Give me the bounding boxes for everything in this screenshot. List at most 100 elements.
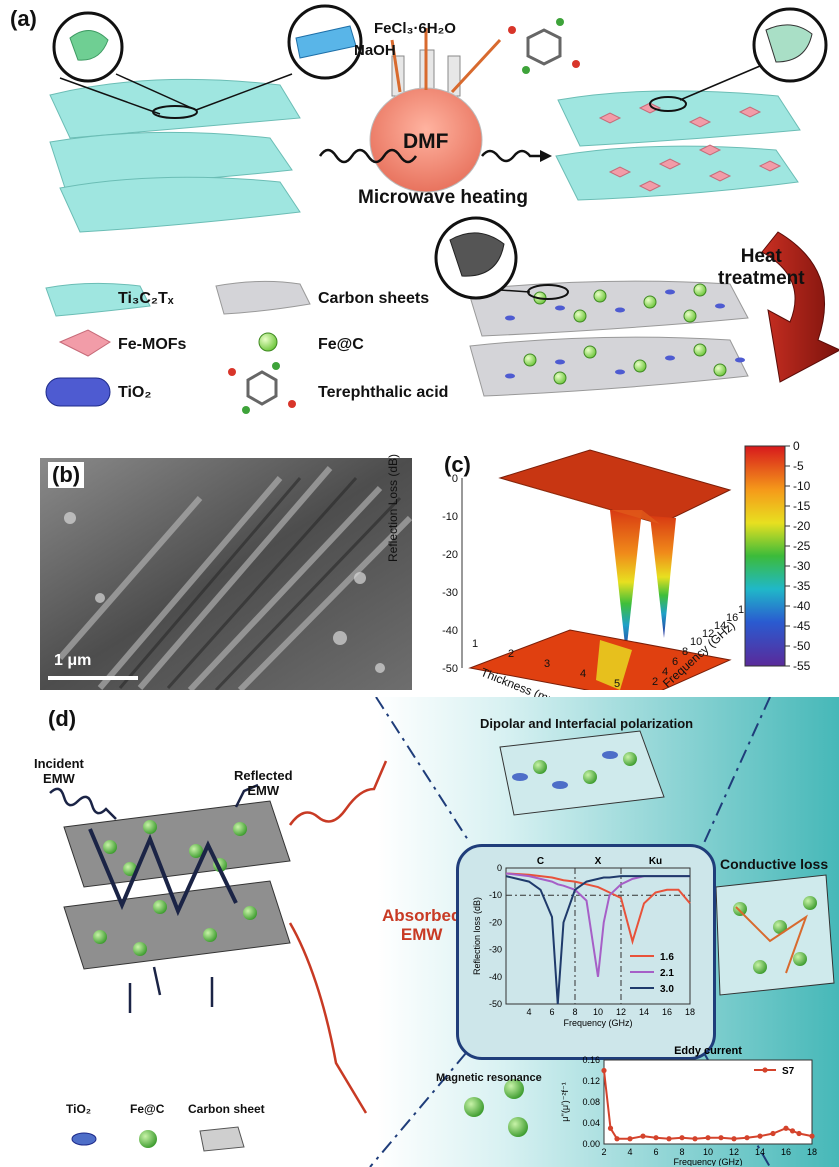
z-axis-ticks: 0 -10 -20 -30 -40 -50 xyxy=(442,473,458,675)
heat-treatment-label: Heat treatment xyxy=(718,246,805,290)
terephthalic-molecule-top xyxy=(508,18,580,74)
plot-area xyxy=(603,1059,813,1145)
x-tick-label: 4 xyxy=(526,1007,531,1017)
x-tick-label: 14 xyxy=(755,1147,765,1157)
femof-sheets xyxy=(555,7,828,201)
legend-label: S7 xyxy=(782,1066,795,1077)
x-tick-label: 2 xyxy=(601,1147,606,1157)
heat-treatment-arrow xyxy=(761,231,839,383)
z-tick: -30 xyxy=(442,587,458,599)
x-tick-label: 6 xyxy=(549,1007,554,1017)
x-tick-label: 14 xyxy=(639,1007,649,1017)
x-tick-label: 16 xyxy=(781,1147,791,1157)
colorbar-tick-label: -5 xyxy=(793,459,804,473)
zoom-bubble-left xyxy=(52,11,198,119)
colorbar-tick-label: 0 xyxy=(793,440,800,453)
colorbar-tick-label: -25 xyxy=(793,539,811,553)
emw-waves xyxy=(49,783,259,1013)
legend-ti3c2tx: Ti₃C₂Tₓ xyxy=(118,290,174,307)
y-tick: 8 xyxy=(682,646,689,658)
data-point xyxy=(692,1136,698,1142)
absorbed-arrows xyxy=(288,760,388,1114)
y-tick: 6 xyxy=(672,656,679,668)
legend-terephthalic-acid: Terephthalic acid xyxy=(318,384,449,401)
x-tick-label: 12 xyxy=(729,1147,739,1157)
data-point xyxy=(666,1136,672,1142)
colorbar-tick-label: -40 xyxy=(793,599,811,613)
heat-label-line1: Heat xyxy=(740,246,782,267)
y-tick: 2 xyxy=(652,676,659,688)
x-tick-label: 10 xyxy=(593,1007,603,1017)
y-tick-label: -50 xyxy=(489,999,502,1009)
series-line-1.6 xyxy=(505,872,691,946)
colorbar-tick-label: -15 xyxy=(793,499,811,513)
z-tick: -10 xyxy=(442,511,458,523)
band-label: Ku xyxy=(649,856,662,867)
panel-c-label: (c) xyxy=(444,452,471,477)
y-tick: 12 xyxy=(702,628,715,640)
polarization-network xyxy=(499,730,665,816)
legend-label: 3.0 xyxy=(660,984,674,995)
absorbed-line1: Absorbed xyxy=(382,906,462,925)
data-point xyxy=(796,1130,802,1137)
data-point xyxy=(607,1125,614,1131)
series-line-3.0 xyxy=(505,875,690,1005)
x-tick-label: 8 xyxy=(679,1147,684,1157)
rl-chart-frame xyxy=(456,844,716,1060)
incident-emw-label: Incident EMW xyxy=(34,756,84,786)
x-tick-label: 6 xyxy=(653,1147,658,1157)
legend-glyphs xyxy=(45,280,311,414)
x-tick: 3 xyxy=(544,658,551,670)
legend-d-tio2: TiO₂ xyxy=(66,1102,92,1116)
colorbar-tick-label: -35 xyxy=(793,579,811,593)
plot-area xyxy=(505,867,691,1005)
y-tick: 14 xyxy=(714,620,727,632)
y-tick-label: 0.08 xyxy=(582,1097,600,1107)
legend-carbon-sheets: Carbon sheets xyxy=(318,290,430,307)
panel-a-illustration xyxy=(45,4,839,414)
x-tick: 4 xyxy=(580,668,587,680)
data-point xyxy=(783,1125,789,1131)
legend-femofs: Fe-MOFs xyxy=(118,336,187,353)
reflected-emw-label: Reflected EMW xyxy=(234,768,293,798)
colorbar-tick-label: -30 xyxy=(793,559,811,573)
y-tick-label: 0.16 xyxy=(582,1055,600,1065)
scale-bar xyxy=(48,676,138,680)
microwave-wave xyxy=(318,148,552,164)
y-axis-label: μ''(μ')⁻²f⁻¹ xyxy=(560,1082,570,1122)
data-point xyxy=(705,1135,711,1141)
colorbar-tick-label: -20 xyxy=(793,519,811,533)
z-tick: -40 xyxy=(442,625,458,637)
colorbar: 0 -5 -10 -15 -20 -25 -30 -35 -40 -45 -50 -55 xyxy=(744,440,811,673)
microwave-heating-label: Microwave heating xyxy=(358,187,528,208)
reaction-flask xyxy=(369,28,502,193)
legend-d-fec: Fe@C xyxy=(130,1102,165,1116)
y-tick: 4 xyxy=(662,666,669,678)
y-axis-label: Reflection loss (dB) xyxy=(472,897,482,975)
magnetic-resonance-label: Magnetic resonance xyxy=(436,1072,542,1084)
x-tick: 2 xyxy=(508,648,515,660)
data-point xyxy=(789,1128,796,1134)
x-tick-label: 12 xyxy=(616,1007,626,1017)
rl-3d-surface: 0 -10 -20 -30 -40 -50 xyxy=(442,449,732,690)
y-tick: 10 xyxy=(690,636,703,648)
z-tick: -50 xyxy=(442,663,458,675)
legend-label: 1.6 xyxy=(660,952,674,963)
magnetic-resonance-balls xyxy=(464,1079,528,1137)
data-point xyxy=(731,1136,737,1142)
sem-image xyxy=(40,458,412,690)
data-point xyxy=(601,1067,607,1074)
y-tick-label: -20 xyxy=(489,917,502,927)
y-tick-label: -10 xyxy=(489,890,502,900)
panel-d-label: (d) xyxy=(48,706,77,731)
y-tick-label: 0.04 xyxy=(582,1118,600,1128)
carbon-sheets xyxy=(434,216,749,397)
data-point xyxy=(640,1133,646,1139)
x-tick-label: 18 xyxy=(685,1007,695,1017)
colorbar-tick-label: -55 xyxy=(793,659,811,673)
z-tick: 0 xyxy=(452,473,458,485)
incident-line2: EMW xyxy=(43,771,75,786)
incident-line1: Incident xyxy=(34,756,84,771)
y-tick-label: -40 xyxy=(489,972,502,982)
y-tick-label: 0.12 xyxy=(582,1076,600,1086)
